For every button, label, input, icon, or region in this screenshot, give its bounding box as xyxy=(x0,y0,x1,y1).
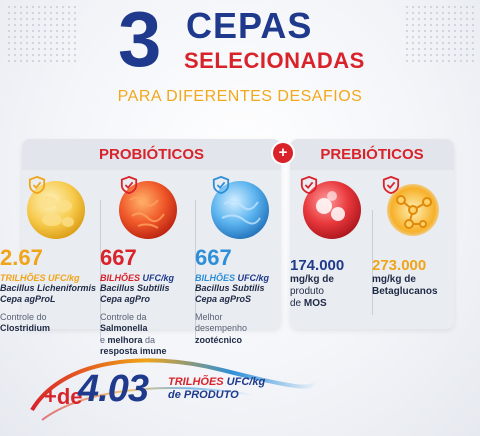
probiotic-1-strain: Bacillus Licheniformis xyxy=(0,283,97,294)
headline-number: 3 xyxy=(118,0,161,83)
shield-check-icon xyxy=(382,176,400,194)
probiotic-3-strain: Bacillus Subtilis xyxy=(195,283,265,294)
footer-unit-line2: de PRODUTO xyxy=(168,389,239,402)
probiotic-2-desc-line3b: melhora xyxy=(107,334,143,345)
betaglucan-orb-image xyxy=(387,184,439,236)
dot-pattern-left xyxy=(6,4,76,64)
probiotic-2-desc-line3c: da xyxy=(142,334,156,345)
probiotic-1-value: 2.67 xyxy=(0,245,43,270)
tagline: PARA DIFERENTES DESAFIOS xyxy=(117,88,363,105)
prebiotic-1-unit: mg/kg de produto de MOS xyxy=(290,274,372,310)
probiotic-3-unit-ufc: UFC/kg xyxy=(235,273,270,283)
probiotic-1-desc-bold: Clostridium xyxy=(0,323,51,334)
headline-title: CEPAS xyxy=(186,5,313,46)
prebiotic-2-unit-line2: Betaglucanos xyxy=(372,286,438,297)
probiotic-3-cepa: Cepa agProS xyxy=(195,293,252,304)
probiotic-2-description: Controle da Salmonella e melhora da resp… xyxy=(100,312,195,357)
prebiotic-1-unit-line3a: de xyxy=(290,298,304,309)
probiotic-2-desc-line4: resposta imune xyxy=(100,345,167,356)
prebiotic-1-unit-line2: produto xyxy=(290,286,324,297)
probiotic-3-value: 667 xyxy=(195,245,232,270)
prebiotic-2-unit-line1: mg/kg de xyxy=(372,274,416,285)
shield-check-icon xyxy=(212,176,230,194)
shield-check-icon xyxy=(28,176,46,194)
probiotic-2-value: 667 xyxy=(100,245,137,270)
footer-unit-ufc: UFC/kg xyxy=(223,376,266,388)
plus-icon: + xyxy=(273,143,293,163)
headline-subtitle: SELECIONADAS xyxy=(184,48,365,73)
footer-unit: TRILHÕES UFC/kg de PRODUTO xyxy=(168,376,265,402)
probiotic-2-unit: BILHÕES UFC/kg Bacillus Subtilis Cepa ag… xyxy=(100,273,195,304)
column-divider xyxy=(195,200,196,340)
probiotic-3-desc-line2: desempenho xyxy=(195,323,248,334)
footer-unit-scale: TRILHÕES xyxy=(168,376,224,388)
probiotic-1-unit: TRILHÕES UFC/kg Bacillus Licheniformis C… xyxy=(0,273,100,304)
probiotic-3-desc-bold: zootécnico xyxy=(195,334,243,345)
prebiotic-2-value: 273.000 xyxy=(372,257,427,274)
column-divider xyxy=(372,210,373,315)
shield-check-icon xyxy=(120,176,138,194)
probiotic-1-desc-plain: Controle do xyxy=(0,312,47,322)
probiotic-3-description: Melhor desempenho zootécnico xyxy=(195,312,290,346)
probiotic-2-strain: Bacillus Subtilis xyxy=(100,283,170,294)
probiotic-2-desc-plain: Controle da xyxy=(100,312,147,322)
prebiotic-1-unit-line1: mg/kg de xyxy=(290,274,334,285)
probiotic-2-unit-scale: BILHÕES xyxy=(100,273,141,283)
probiotic-2-unit-ufc: UFC/kg xyxy=(140,273,175,283)
probiotic-1-description: Controle do Clostridium xyxy=(0,312,100,335)
probiotic-3-desc-line1: Melhor xyxy=(195,312,223,322)
probiotic-3-unit: BILHÕES UFC/kg Bacillus Subtilis Cepa ag… xyxy=(195,273,290,304)
mos-orb-image xyxy=(303,181,361,239)
subtilis-agpros-orb-image xyxy=(211,181,269,239)
footer-swoosh-graphic xyxy=(30,358,319,421)
probiotic-1-unit-ufc: UFC/kg xyxy=(45,273,80,283)
probiotic-2-desc-line3a: e xyxy=(100,334,108,345)
probiotics-header: PROBIÓTICOS xyxy=(22,139,281,170)
probiotic-2-desc-bold: Salmonella xyxy=(100,323,148,334)
shield-check-icon xyxy=(300,176,318,194)
probiotic-2-cepa: Cepa agPro xyxy=(100,293,151,304)
footer-prefix: +de xyxy=(44,384,83,409)
licheniformis-orb-image xyxy=(27,181,85,239)
prebiotics-header: PREBIÓTICOS xyxy=(290,139,454,170)
prebiotic-1-unit-line3b: MOS xyxy=(303,298,327,309)
probiotic-1-cepa: Cepa agProL xyxy=(0,293,56,304)
subtilis-agpro-orb-image xyxy=(119,181,177,239)
probiotic-1-unit-scale: TRILHÕES xyxy=(0,273,46,283)
prebiotic-2-unit: mg/kg de Betaglucanos xyxy=(372,274,454,298)
footer-total-value: 4.03 xyxy=(78,368,149,410)
dot-pattern-right xyxy=(404,4,474,64)
probiotic-3-unit-scale: BILHÕES xyxy=(195,273,236,283)
prebiotic-1-value: 174.000 xyxy=(290,257,345,274)
column-divider xyxy=(100,200,101,340)
